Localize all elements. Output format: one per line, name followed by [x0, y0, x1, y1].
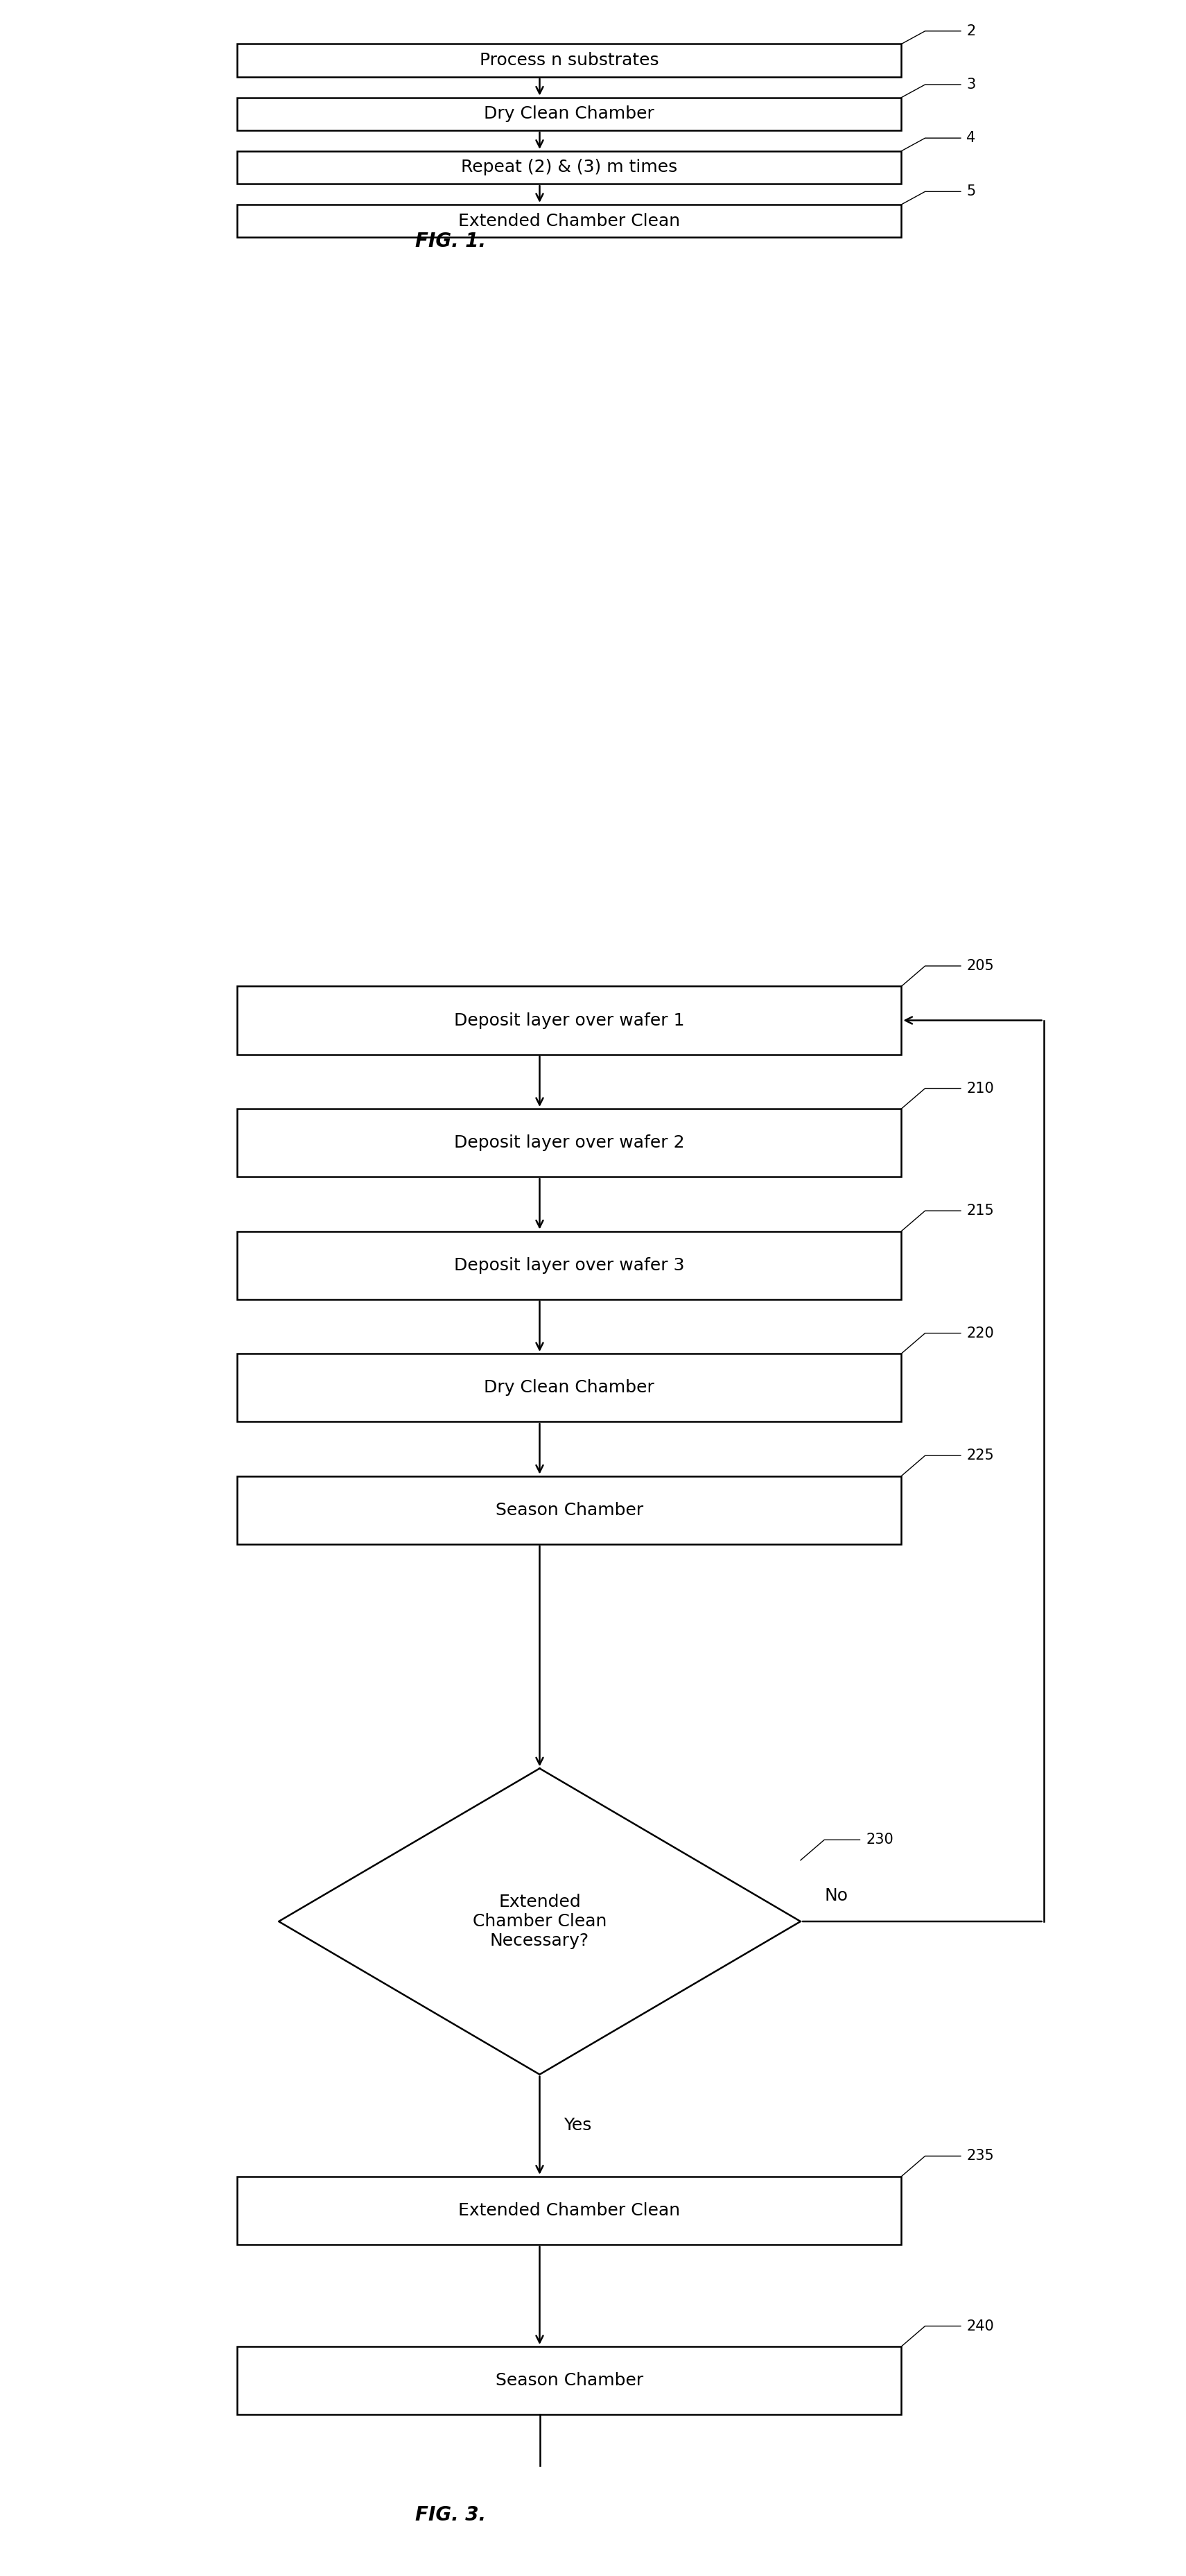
Text: Extended Chamber Clean: Extended Chamber Clean	[458, 2202, 681, 2218]
Text: 210: 210	[967, 1082, 994, 1095]
FancyBboxPatch shape	[237, 44, 901, 77]
Text: Deposit layer over wafer 3: Deposit layer over wafer 3	[454, 1257, 684, 1273]
Text: Extended
Chamber Clean
Necessary?: Extended Chamber Clean Necessary?	[472, 1893, 607, 1950]
Text: Season Chamber: Season Chamber	[496, 2372, 643, 2388]
Text: No: No	[824, 1888, 848, 1904]
FancyBboxPatch shape	[237, 1108, 901, 1177]
Text: 225: 225	[967, 1448, 994, 1463]
Text: Season Chamber: Season Chamber	[496, 1502, 643, 1517]
Text: 2: 2	[967, 23, 976, 39]
FancyBboxPatch shape	[237, 2347, 901, 2414]
Text: 3: 3	[967, 77, 976, 93]
FancyBboxPatch shape	[237, 987, 901, 1054]
Text: Deposit layer over wafer 1: Deposit layer over wafer 1	[454, 1012, 684, 1028]
Text: Repeat (2) & (3) m times: Repeat (2) & (3) m times	[461, 160, 677, 175]
FancyBboxPatch shape	[237, 152, 901, 183]
Text: 4: 4	[967, 131, 976, 144]
Text: FIG. 3.: FIG. 3.	[415, 2506, 486, 2524]
Text: Deposit layer over wafer 2: Deposit layer over wafer 2	[454, 1133, 684, 1151]
Text: 240: 240	[967, 2318, 994, 2334]
FancyBboxPatch shape	[237, 1231, 901, 1298]
Text: 235: 235	[967, 2148, 994, 2164]
Text: 205: 205	[967, 958, 994, 974]
FancyBboxPatch shape	[237, 98, 901, 131]
FancyBboxPatch shape	[237, 204, 901, 237]
Text: 230: 230	[866, 1834, 893, 1847]
Text: Process n substrates: Process n substrates	[479, 52, 659, 70]
FancyBboxPatch shape	[237, 1476, 901, 1543]
Text: FIG. 1.: FIG. 1.	[415, 232, 486, 252]
Text: 215: 215	[967, 1203, 994, 1218]
Text: Extended Chamber Clean: Extended Chamber Clean	[458, 214, 681, 229]
FancyBboxPatch shape	[237, 1352, 901, 1422]
Text: Dry Clean Chamber: Dry Clean Chamber	[484, 1378, 655, 1396]
Text: Yes: Yes	[563, 2117, 592, 2133]
Polygon shape	[279, 1770, 801, 2074]
FancyBboxPatch shape	[237, 2177, 901, 2244]
Text: 5: 5	[967, 185, 976, 198]
Text: Dry Clean Chamber: Dry Clean Chamber	[484, 106, 655, 121]
Text: 220: 220	[967, 1327, 994, 1340]
